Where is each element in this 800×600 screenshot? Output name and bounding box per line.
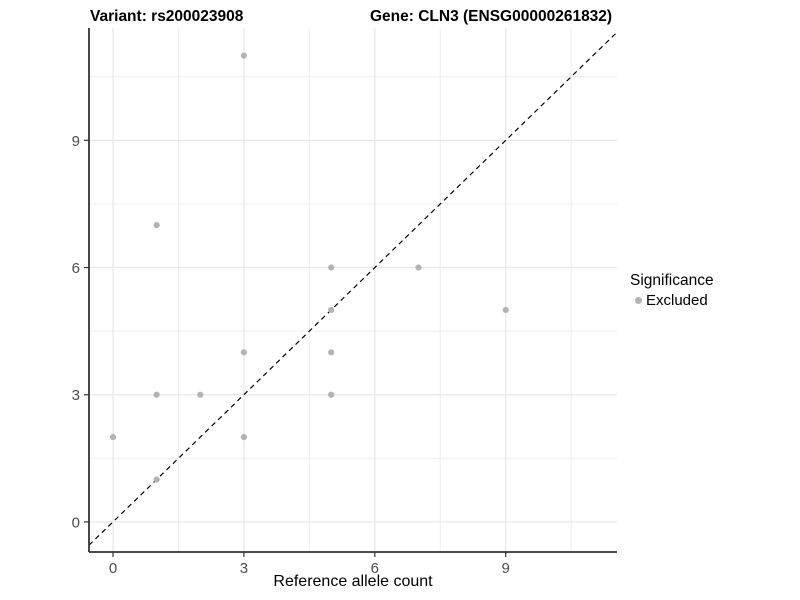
gridlines-major bbox=[89, 28, 617, 552]
data-point bbox=[153, 476, 160, 483]
data-point bbox=[502, 306, 509, 314]
plot-title-gene: Gene: CLN3 (ENSG00000261832) bbox=[370, 8, 613, 25]
data-point bbox=[109, 434, 117, 441]
data-point bbox=[153, 391, 160, 398]
axis-lines bbox=[88, 28, 617, 553]
y-tick-label: 6 bbox=[72, 260, 80, 277]
gridlines-minor bbox=[89, 28, 617, 552]
legend-item-label: Excluded bbox=[646, 292, 708, 309]
y-tick-label: 0 bbox=[72, 514, 80, 531]
data-point bbox=[328, 349, 335, 356]
x-axis-label: Reference allele count bbox=[273, 573, 433, 590]
x-tick-label: 6 bbox=[371, 560, 379, 577]
y-tick-label: 9 bbox=[72, 133, 80, 150]
y-tick-label: 3 bbox=[72, 387, 80, 404]
identity-line bbox=[88, 31, 618, 546]
plot-title-variant: Variant: rs200023908 bbox=[90, 8, 244, 25]
legend-title: Significance bbox=[630, 272, 714, 289]
data-point bbox=[328, 264, 335, 271]
identity-dashed-line bbox=[88, 31, 618, 546]
data-point bbox=[415, 264, 422, 271]
x-tick-label: 9 bbox=[502, 560, 510, 577]
tick-marks bbox=[84, 139, 507, 557]
x-tick-label: 3 bbox=[240, 560, 248, 577]
data-point bbox=[197, 391, 204, 398]
data-point bbox=[240, 349, 248, 356]
data-point bbox=[328, 391, 335, 398]
x-tick-label: 0 bbox=[109, 560, 117, 577]
tick-labels: 0 3 6 9 0 3 6 9 bbox=[72, 133, 510, 577]
data-point bbox=[328, 306, 335, 314]
legend: Significance Excluded bbox=[630, 272, 714, 309]
data-point bbox=[240, 52, 248, 59]
legend-item-excluded: Excluded bbox=[630, 292, 714, 309]
data-point bbox=[240, 434, 248, 441]
data-points bbox=[109, 52, 509, 483]
legend-point-icon bbox=[635, 297, 642, 304]
data-point bbox=[153, 222, 160, 229]
